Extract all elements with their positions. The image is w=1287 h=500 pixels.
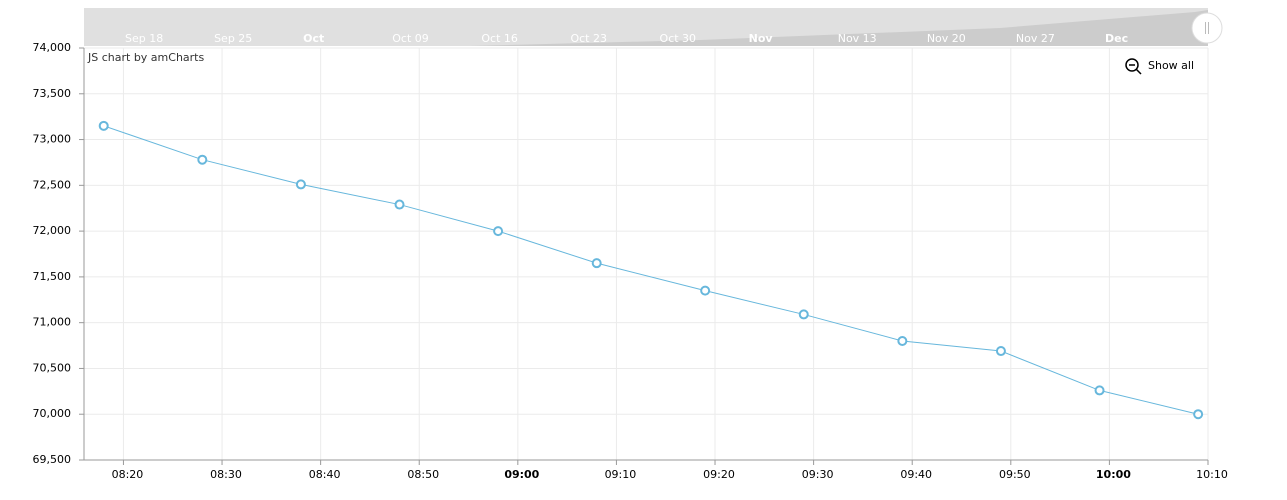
x-tick-label: 08:50 [407,468,439,481]
scrollbar-label: Nov 27 [1016,32,1055,45]
y-tick-label: 74,000 [33,41,72,54]
zoom-icon [1125,58,1139,72]
y-tick-label: 70,000 [33,407,72,420]
data-point [394,199,405,210]
x-tick-label: 08:20 [112,468,144,481]
scrollbar-label: Oct 23 [570,32,607,45]
scrollbar-label: Oct 16 [481,32,518,45]
y-tick-label: 73,500 [33,87,72,100]
zoom-icon [1135,68,1142,75]
scrollbar-label: Oct 30 [660,32,697,45]
scrollbar-label: Sep 18 [125,32,163,45]
scrollbar-label: Nov 13 [838,32,877,45]
x-tick-label: 09:20 [703,468,735,481]
data-point [197,154,208,165]
scrollbar-area [84,10,1208,46]
zoom-button[interactable]: Show all [1125,58,1194,75]
data-point [798,309,809,320]
x-tick-label: 08:40 [309,468,341,481]
credit: JS chart by amCharts [87,51,204,64]
y-tick-label: 72,000 [33,224,72,237]
data-point [98,120,109,131]
scrollbar-handle[interactable] [1191,12,1223,44]
scrollbar-label: Dec [1105,32,1128,45]
data-point [700,285,711,296]
x-tick-label: 09:00 [504,468,539,481]
x-tick-label: 09:10 [605,468,637,481]
data-point [295,179,306,190]
zoom-label[interactable]: Show all [1148,59,1194,72]
scrollbar-label: Nov [749,32,774,45]
x-tick-label: 10:10 [1196,468,1228,481]
y-tick-label: 72,500 [33,178,72,191]
data-point [591,258,602,269]
scrollbar-label: Nov 20 [927,32,966,45]
data-point [493,226,504,237]
x-tick-label: 10:00 [1096,468,1131,481]
x-tick-label: 08:30 [210,468,242,481]
scrollbar-label: Sep 25 [214,32,252,45]
data-point [1094,385,1105,396]
y-tick-label: 71,500 [33,270,72,283]
data-point [897,335,908,346]
x-tick-label: 09:40 [900,468,932,481]
data-point [995,346,1006,357]
y-tick-label: 69,500 [33,453,72,466]
x-tick-label: 09:50 [999,468,1031,481]
y-tick-label: 73,000 [33,133,72,146]
scrollbar-label: Oct 09 [392,32,429,45]
y-tick-label: 70,500 [33,361,72,374]
data-point [1193,409,1204,420]
y-tick-label: 71,000 [33,316,72,329]
x-tick-label: 09:30 [802,468,834,481]
scrollbar-label: Oct [303,32,324,45]
series-line [103,125,1199,415]
